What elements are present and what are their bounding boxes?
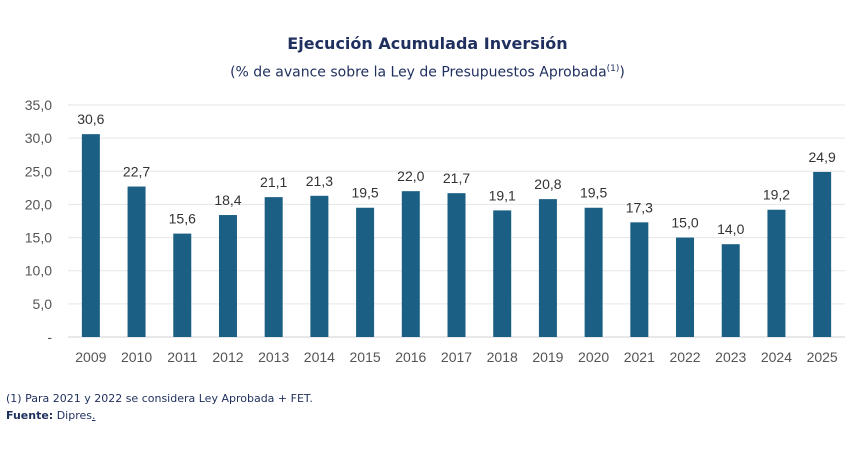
x-tick-label: 2013 — [258, 349, 289, 365]
data-label: 14,0 — [717, 221, 744, 237]
data-label: 21,3 — [306, 173, 333, 189]
bar — [173, 233, 192, 337]
x-tick-label: 2022 — [669, 349, 700, 365]
y-tick-label: 30,0 — [25, 130, 52, 146]
data-label: 19,5 — [580, 185, 607, 201]
source-dot: . — [92, 409, 96, 422]
subtitle-end: ) — [619, 64, 625, 81]
bar — [630, 222, 649, 337]
data-label: 18,4 — [214, 192, 241, 208]
source-note: Fuente: Dipres. — [6, 409, 96, 422]
x-tick-label: 2010 — [121, 349, 152, 365]
bar — [81, 134, 100, 337]
x-tick-label: 2021 — [624, 349, 655, 365]
bar-chart: - 5,0 10,0 15,0 20,0 25,0 30,0 35,0 30,6 2009 22,7… — [25, 97, 845, 365]
bar — [767, 209, 786, 337]
chart-subtitle: (% de avance sobre la Ley de Presupuesto… — [0, 64, 855, 81]
bar — [721, 244, 740, 337]
bar — [127, 186, 146, 337]
bar — [264, 197, 283, 337]
x-tick-label: 2017 — [441, 349, 472, 365]
chart-title: Ejecución Acumulada Inversión — [287, 34, 568, 53]
bar — [676, 237, 695, 337]
bar — [447, 193, 466, 337]
y-tick-label: 25,0 — [25, 163, 52, 179]
x-tick-label: 2020 — [578, 349, 609, 365]
data-label: 17,3 — [626, 199, 653, 215]
data-label: 22,0 — [397, 168, 424, 184]
x-tick-label: 2016 — [395, 349, 426, 365]
source-text: Dipres — [53, 409, 93, 422]
bar — [813, 171, 832, 337]
bar — [356, 207, 375, 337]
x-tick-label: 2012 — [212, 349, 243, 365]
data-label: 30,6 — [77, 111, 104, 127]
x-tick-label: 2018 — [487, 349, 518, 365]
x-tick-label: 2014 — [304, 349, 335, 365]
data-label: 24,9 — [809, 149, 836, 165]
data-label: 19,5 — [351, 185, 378, 201]
subtitle-main: (% de avance sobre la Ley de Presupuesto… — [230, 64, 607, 81]
x-tick-label: 2011 — [167, 349, 197, 365]
y-tick-label: 20,0 — [25, 196, 52, 212]
data-label: 21,7 — [443, 170, 470, 186]
data-label: 22,7 — [123, 164, 150, 180]
bar — [584, 207, 603, 337]
data-label: 21,1 — [260, 174, 287, 190]
bar — [218, 215, 237, 337]
y-tick-label: 35,0 — [25, 97, 52, 113]
subtitle-footnote-mark: (1) — [606, 64, 620, 74]
y-tick-label: 5,0 — [33, 296, 53, 312]
y-tick-label: 15,0 — [25, 230, 52, 246]
x-tick-label: 2009 — [75, 349, 106, 365]
bar — [493, 210, 512, 337]
y-tick-label: 10,0 — [25, 263, 52, 279]
data-label: 19,2 — [763, 187, 790, 203]
bar — [538, 199, 557, 337]
x-tick-label: 2015 — [350, 349, 381, 365]
x-tick-label: 2019 — [532, 349, 563, 365]
bar — [401, 191, 420, 337]
data-label: 15,6 — [169, 211, 196, 227]
bar — [310, 195, 329, 337]
data-label: 15,0 — [671, 215, 698, 231]
x-tick-label: 2024 — [761, 349, 792, 365]
data-label: 19,1 — [489, 187, 516, 203]
x-tick-label: 2023 — [715, 349, 746, 365]
footnote: (1) Para 2021 y 2022 se considera Ley Ap… — [6, 392, 313, 405]
x-tick-label: 2025 — [807, 349, 838, 365]
source-label: Fuente: — [6, 409, 54, 422]
y-tick-label: - — [47, 329, 52, 345]
data-label: 20,8 — [534, 176, 561, 192]
